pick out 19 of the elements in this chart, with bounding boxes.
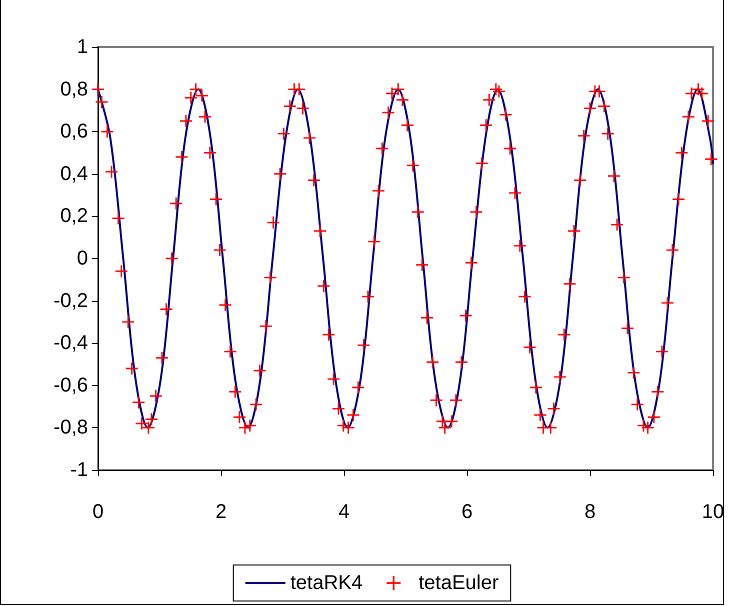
y-tick-label: -0,2	[54, 290, 88, 312]
x-tick-label: 4	[338, 501, 350, 523]
y-tick-label: 0,4	[60, 162, 88, 185]
x-tick-label: 6	[461, 501, 473, 523]
legend-label: tetaEuler	[418, 572, 499, 594]
y-tick-label: -0,4	[54, 332, 88, 354]
y-tick-label: -0,6	[54, 374, 88, 396]
x-tick-label: 10	[702, 501, 724, 523]
y-tick-label: 0	[76, 248, 88, 270]
x-tick-label: 2	[215, 501, 227, 523]
y-tick-label: -1	[70, 459, 88, 481]
y-tick-label: 0,8	[60, 78, 88, 100]
y-tick-label: 1	[76, 36, 88, 58]
y-tick-label: -0,8	[54, 416, 88, 439]
y-tick-label: 0,6	[60, 120, 88, 143]
legend-label: tetaRK4	[290, 572, 363, 594]
y-tick-label: 0,2	[60, 205, 88, 228]
x-tick-label: 0	[92, 501, 104, 523]
x-tick-label: 8	[584, 501, 596, 523]
